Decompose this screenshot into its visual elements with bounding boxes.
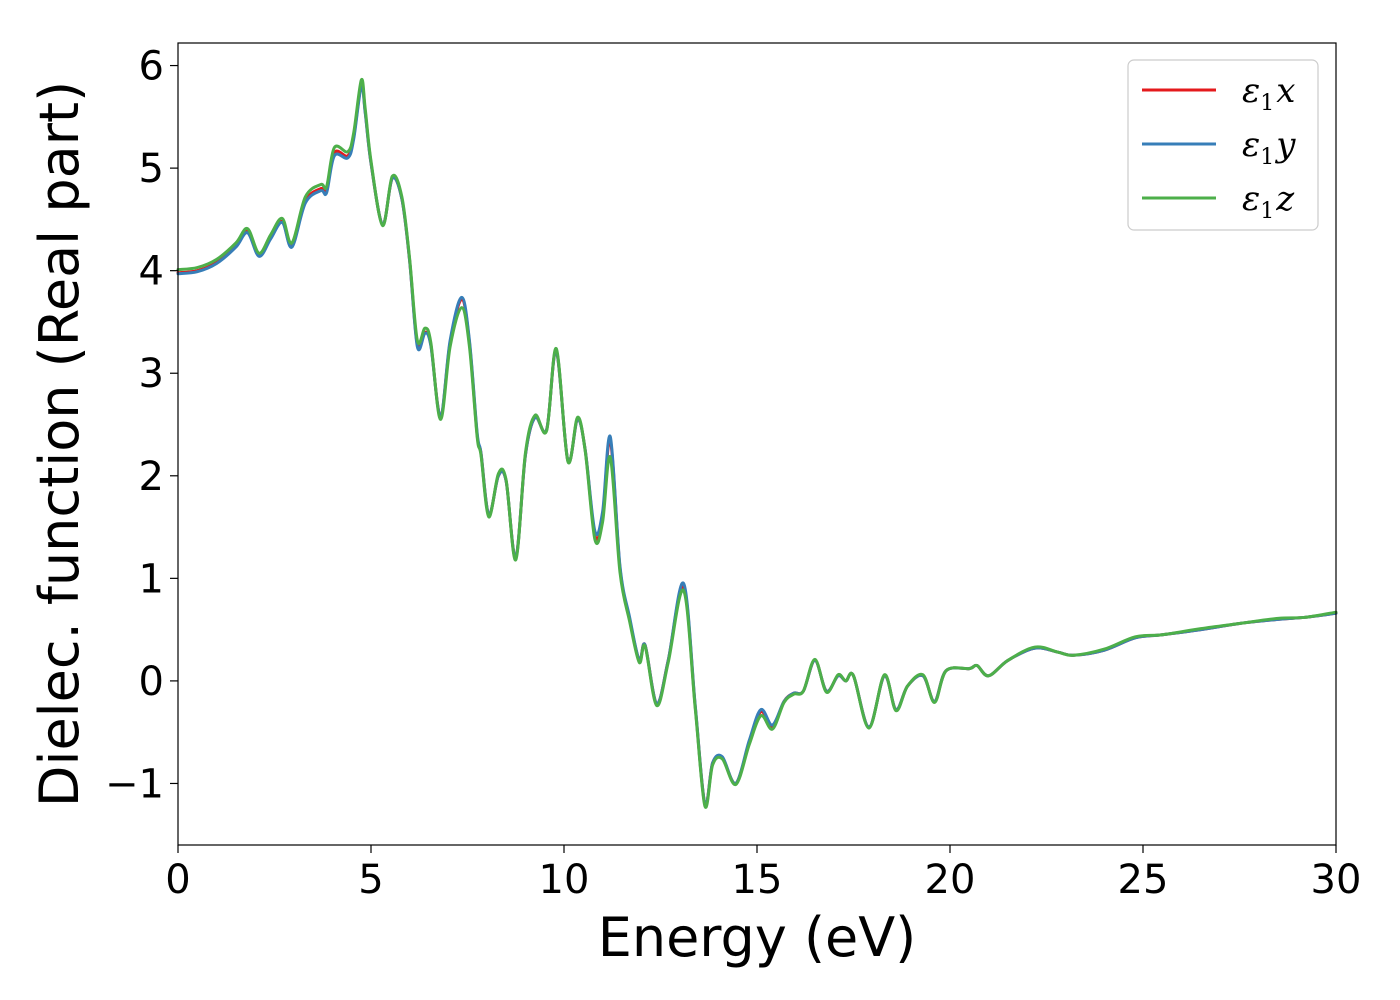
x-axis-ticks: 0 5 10 15 20 25 30 <box>165 845 1361 903</box>
legend: ε1x ε1y ε1z <box>1127 59 1319 231</box>
x-tick-label: 0 <box>165 857 190 903</box>
x-tick-label: 10 <box>539 857 590 903</box>
series-layer <box>176 77 1338 809</box>
x-tick-label: 15 <box>732 857 783 903</box>
y-tick-label: 1 <box>139 556 164 602</box>
legend-label-y: ε1y <box>1242 125 1296 170</box>
y-tick-label: 2 <box>139 454 164 500</box>
y-tick-label: 5 <box>139 146 164 192</box>
y-tick-label: 3 <box>139 351 164 397</box>
x-tick-label: 20 <box>925 857 976 903</box>
legend-box <box>1127 59 1319 231</box>
x-tick-label: 25 <box>1118 857 1169 903</box>
y-axis-ticks: −1 0 1 2 3 4 5 6 <box>105 44 178 807</box>
series-line-z <box>176 77 1338 809</box>
x-tick-label: 30 <box>1311 857 1362 903</box>
y-tick-label: 0 <box>139 659 164 705</box>
y-axis-label: Dielec. function (Real part) <box>28 81 91 807</box>
legend-label-z: ε1z <box>1242 179 1295 224</box>
y-tick-label: 6 <box>139 44 164 90</box>
x-tick-label: 5 <box>358 857 383 903</box>
y-tick-label: −1 <box>105 761 164 807</box>
x-axis-label: Energy (eV) <box>598 906 917 969</box>
y-tick-label: 4 <box>139 249 164 295</box>
legend-label-x: ε1x <box>1242 71 1295 116</box>
